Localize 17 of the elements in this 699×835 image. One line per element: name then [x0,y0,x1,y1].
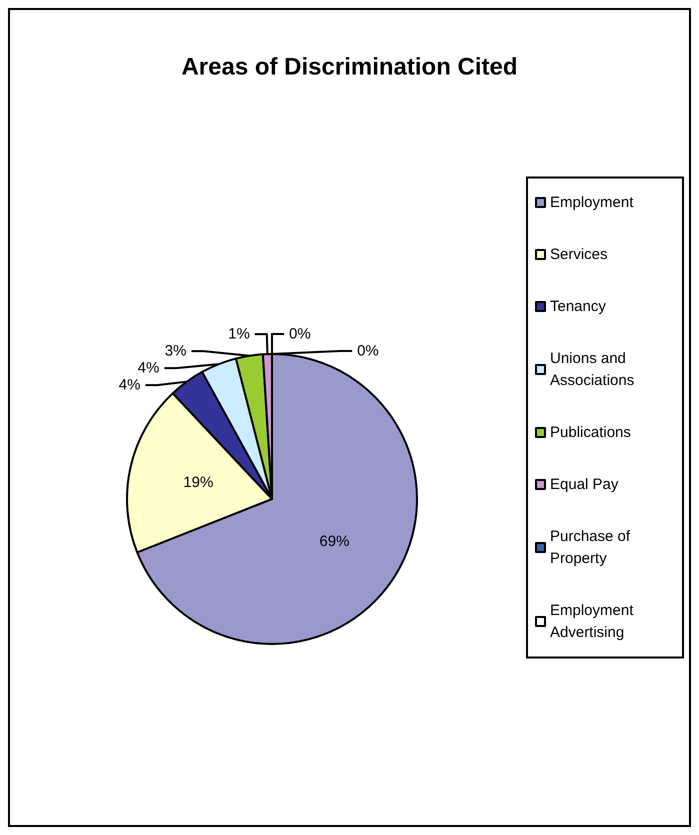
legend-label: Publications [550,424,631,441]
data-label: 69% [319,532,350,550]
legend-label: Services [550,246,608,263]
legend-label: Equal Pay [550,476,619,493]
data-label: 4% [118,376,140,394]
chart-title: Areas of Discrimination Cited [181,54,518,80]
data-label: 1% [228,326,250,343]
data-label: 19% [183,474,214,492]
text: 0% [289,326,311,342]
data-label: 4% [138,360,160,377]
legend-label: Tenancy [550,298,606,315]
legend-label: Employment Advertising [550,602,638,641]
data-label: 3% [164,342,186,360]
legend-label: Purchase of Property [550,528,634,567]
legend-label: Employment [550,194,634,211]
legend-label: Unions and Associations [550,350,634,389]
text: 0% [357,342,379,360]
